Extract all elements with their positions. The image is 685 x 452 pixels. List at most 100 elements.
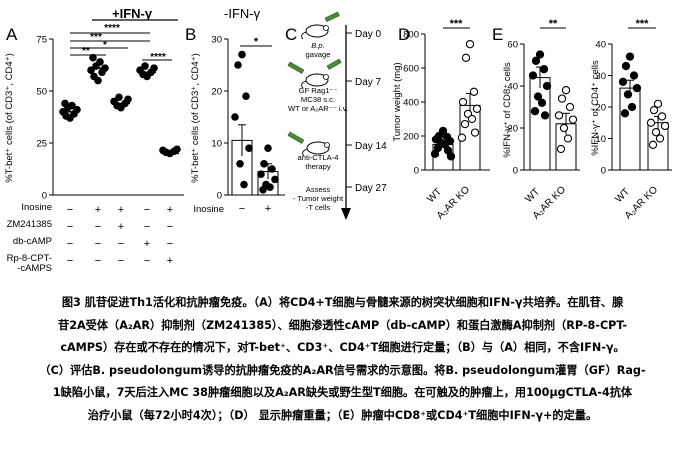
data-point — [542, 81, 552, 91]
panel-a-row-db-camp: db-cAMP — [13, 236, 52, 247]
data-point — [531, 56, 541, 65]
data-point — [150, 64, 158, 72]
caption-line-3: cAMPS）存在或不存在的情况下，对T-bet⁺、CD3⁺、CD4⁺T细胞进行定… — [60, 341, 625, 355]
panel-e-right-sig: *** — [636, 18, 650, 30]
y-tick-label: 40 — [595, 40, 606, 51]
y-tick-label: 600 — [403, 64, 419, 75]
panel-a-marks — [59, 53, 181, 158]
panel-a-sig-1: **** — [104, 23, 120, 34]
mouse-icon — [301, 24, 329, 40]
data-point — [467, 114, 477, 124]
data-point — [540, 111, 550, 120]
timeline-note: anti-CTLA-4 — [298, 153, 339, 162]
panel-b-sign-2: + — [265, 203, 271, 215]
condition-sign: − — [167, 221, 173, 233]
panel-a-sig-2: *** — [90, 32, 102, 43]
panel-e-right-ylabel: %IFN-γ⁺ of CD4⁺ cells — [590, 60, 601, 156]
panel-b-marks — [231, 50, 279, 196]
y-tick-label: 0 — [601, 166, 606, 177]
condition-sign: − — [67, 204, 73, 216]
condition-sign: − — [144, 204, 150, 216]
data-point — [236, 160, 244, 168]
panel-e-left-sig: ** — [549, 18, 558, 30]
mouse-icon — [301, 73, 329, 89]
condition-sign: − — [95, 238, 101, 250]
condition-sign: + — [167, 204, 173, 216]
y-tick-label: 0 — [414, 166, 419, 177]
bar — [529, 77, 551, 171]
data-point — [472, 104, 482, 113]
data-point — [556, 144, 566, 154]
panel-d: D Tumor weight (mg) 0 200 400 600 800 *** WT… — [392, 18, 490, 222]
condition-sign: + — [144, 238, 150, 250]
panel-b-treatment-header: -IFN-γ — [224, 6, 261, 21]
data-point — [533, 92, 543, 101]
condition-sign: − — [67, 238, 73, 250]
timeline-day: Day 0 — [355, 29, 382, 40]
panel-d-sig: *** — [450, 18, 464, 30]
panel-b-row-inosine: Inosine — [193, 204, 224, 215]
data-point — [618, 77, 628, 86]
panel-b-ylabel: %T-bet⁺ cells (of CD3⁺, CD4⁺) — [190, 53, 201, 183]
y-tick-label: 400 — [403, 98, 419, 109]
data-point — [115, 93, 123, 102]
data-point — [457, 133, 467, 142]
y-tick-label: 800 — [403, 30, 419, 41]
panel-a-row-rp-8-cpt: Rp-8-CPT- — [7, 253, 52, 264]
condition-sign: + — [118, 221, 124, 233]
panel-e-left-y-ticks: 0 20 40 60 — [507, 40, 524, 177]
timeline-note: Assess — [306, 185, 331, 194]
data-point — [124, 95, 132, 104]
data-point — [657, 112, 667, 121]
bar — [619, 87, 641, 171]
panel-b-sign-1: − — [239, 203, 245, 215]
condition-sign: − — [95, 221, 101, 233]
caption-line-1: 图3 肌苷促进Th1活化和抗肿瘤免疫。（A）将CD4+T细胞与骨髓来源的树突状细… — [61, 296, 624, 309]
timeline-note: GF Rag1⁻⁻ — [299, 86, 338, 95]
data-point — [240, 180, 248, 189]
y-tick-label: 200 — [403, 132, 419, 143]
data-point — [557, 94, 567, 103]
syringe-icon — [287, 61, 305, 74]
panel-e: E %IFN-γ⁺ of CD8⁺ cells 0 20 40 60 ** WT A₂… — [492, 18, 672, 222]
panel-a-row-zm241385: ZM241385 — [7, 219, 52, 230]
y-tick-label: 30 — [595, 71, 606, 82]
timeline-arrowhead — [341, 208, 351, 220]
data-point — [469, 87, 479, 96]
panel-a-sig-4: ** — [82, 46, 90, 57]
condition-sign: − — [67, 255, 73, 267]
timeline-events: Day 0 B.p.gavage Day 7 GF Rag1⁻⁻MC38 s.c.WT… — [288, 29, 387, 212]
data-point — [271, 175, 279, 184]
y-tick-label: 0 — [42, 191, 47, 202]
timeline-day: Day 27 — [355, 183, 387, 194]
condition-sign: − — [67, 221, 73, 233]
panel-c: C Day 0 B.p.gavage Day 7 GF Rag1⁻⁻MC38 s.c.… — [285, 11, 387, 220]
data-point — [68, 101, 76, 110]
caption-line-6: 治疗小鼠（每72小时4次）；（D） 显示肿瘤重量；（E）肿瘤中CD8⁺或CD4⁺… — [87, 408, 598, 422]
y-tick-label: 50 — [36, 87, 47, 98]
condition-sign: + — [95, 204, 101, 216]
panel-a-condition-table: Inosine ZM241385 db-cAMP Rp-8-CPT- -cAMP… — [7, 202, 174, 274]
caption-line-4: （C）评估B. pseudolongum诱导的抗肿瘤免疫的A₂AR信号需求的示意… — [39, 363, 646, 377]
panel-d-marks — [430, 40, 482, 171]
condition-sign: − — [118, 238, 124, 250]
panel-e-left-ylabel: %IFN-γ⁺ of CD8⁺ cells — [502, 62, 513, 158]
data-point — [260, 160, 268, 168]
panel-e-letter: E — [492, 25, 503, 44]
timeline-day: Day 7 — [355, 77, 382, 88]
y-tick-label: 10 — [211, 139, 222, 150]
panel-e-right-marks — [618, 52, 670, 171]
data-point — [461, 53, 471, 62]
data-point — [245, 144, 253, 152]
panel-e-right-y-ticks: 0 10 20 30 40 — [595, 40, 612, 177]
timeline-note: -T cells — [306, 203, 331, 212]
condition-sign: + — [167, 255, 173, 267]
y-tick-label: 0 — [217, 191, 222, 202]
panel-d-xlabel-wt: WT — [425, 186, 444, 205]
data-point — [234, 61, 242, 69]
panel-e-right-xlabel-ko: A₂AR KO — [623, 184, 660, 221]
data-point — [627, 102, 637, 112]
condition-sign: − — [167, 238, 173, 250]
data-point — [528, 71, 538, 80]
data-point — [646, 118, 656, 127]
